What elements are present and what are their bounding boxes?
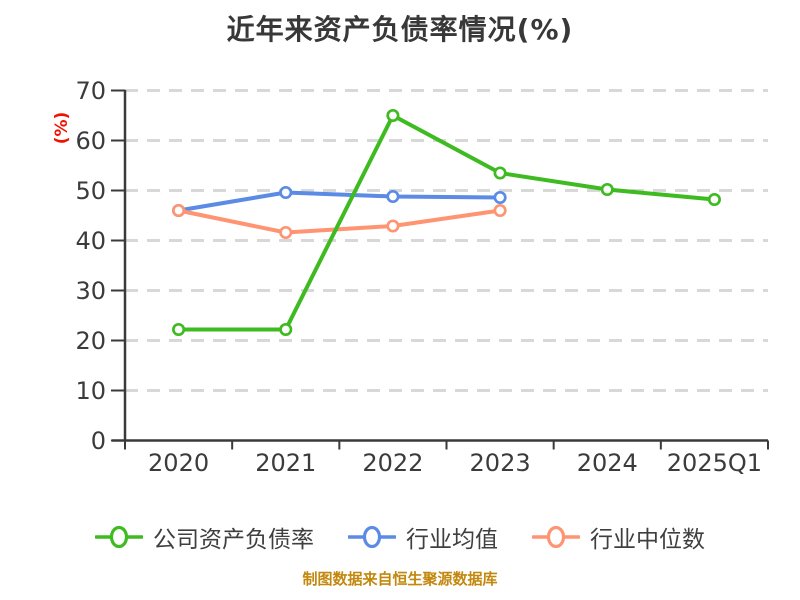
svg-text:60: 60 bbox=[75, 127, 106, 155]
legend-label-industry-mean: 行业均值 bbox=[406, 527, 498, 553]
legend-item-industry-mean: 行业均值 bbox=[348, 520, 498, 554]
svg-text:40: 40 bbox=[75, 227, 106, 255]
legend-item-industry-median: 行业中位数 bbox=[532, 520, 705, 554]
svg-text:0: 0 bbox=[91, 427, 106, 455]
legend-marker-company-icon bbox=[95, 525, 143, 549]
svg-text:50: 50 bbox=[75, 177, 106, 205]
legend-marker-industry-median-icon bbox=[532, 525, 580, 549]
legend-item-company: 公司资产负债率 bbox=[95, 520, 314, 554]
svg-text:2022: 2022 bbox=[362, 449, 423, 477]
legend-label-company: 公司资产负债率 bbox=[153, 527, 314, 553]
legend: 公司资产负债率 行业均值 行业中位数 bbox=[0, 520, 800, 554]
svg-text:2020: 2020 bbox=[148, 449, 209, 477]
svg-text:30: 30 bbox=[75, 277, 106, 305]
svg-text:2021: 2021 bbox=[255, 449, 316, 477]
svg-text:2023: 2023 bbox=[470, 449, 531, 477]
svg-text:10: 10 bbox=[75, 377, 106, 405]
svg-text:2025Q1: 2025Q1 bbox=[667, 449, 762, 477]
svg-text:2024: 2024 bbox=[577, 449, 638, 477]
data-source-note: 制图数据来自恒生聚源数据库 bbox=[302, 570, 498, 588]
svg-text:70: 70 bbox=[75, 77, 106, 105]
legend-marker-industry-mean-icon bbox=[348, 525, 396, 549]
legend-label-industry-median: 行业中位数 bbox=[590, 527, 705, 553]
chart-title: 近年来资产负债率情况(%) bbox=[226, 13, 574, 46]
svg-text:20: 20 bbox=[75, 327, 106, 355]
